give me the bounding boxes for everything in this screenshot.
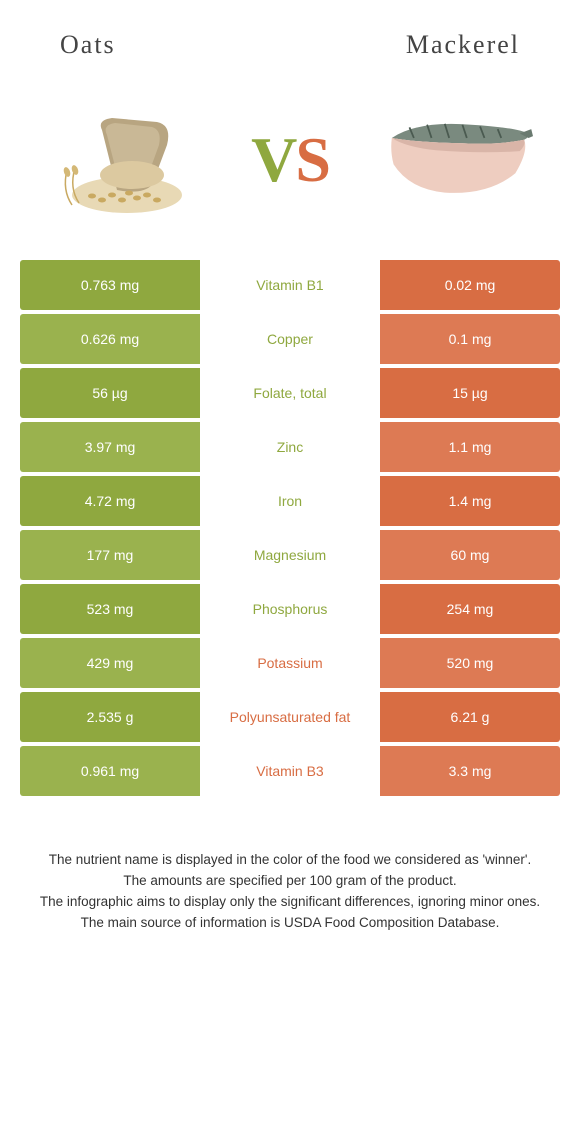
mackerel-image	[383, 100, 533, 220]
left-value: 2.535 g	[20, 692, 200, 742]
table-row: 4.72 mgIron1.4 mg	[20, 476, 560, 526]
nutrient-table: 0.763 mgVitamin B10.02 mg0.626 mgCopper0…	[20, 260, 560, 796]
table-row: 0.626 mgCopper0.1 mg	[20, 314, 560, 364]
footnote: The nutrient name is displayed in the co…	[0, 800, 580, 934]
oats-icon	[47, 100, 197, 220]
footnote-line: The nutrient name is displayed in the co…	[30, 850, 550, 871]
right-value: 6.21 g	[380, 692, 560, 742]
right-value: 15 µg	[380, 368, 560, 418]
left-value: 0.763 mg	[20, 260, 200, 310]
table-row: 523 mgPhosphorus254 mg	[20, 584, 560, 634]
nutrient-name: Potassium	[200, 638, 380, 688]
mackerel-icon	[383, 105, 533, 215]
right-value: 0.1 mg	[380, 314, 560, 364]
nutrient-name: Polyunsaturated fat	[200, 692, 380, 742]
vs-label: VS	[251, 123, 329, 197]
nutrient-name: Phosphorus	[200, 584, 380, 634]
left-value: 0.961 mg	[20, 746, 200, 796]
left-value: 3.97 mg	[20, 422, 200, 472]
left-value: 429 mg	[20, 638, 200, 688]
header: Oats Mackerel	[0, 0, 580, 80]
right-value: 520 mg	[380, 638, 560, 688]
right-value: 60 mg	[380, 530, 560, 580]
nutrient-name: Iron	[200, 476, 380, 526]
vs-v: V	[251, 124, 295, 195]
right-value: 1.4 mg	[380, 476, 560, 526]
oats-image	[47, 100, 197, 220]
left-value: 0.626 mg	[20, 314, 200, 364]
table-row: 3.97 mgZinc1.1 mg	[20, 422, 560, 472]
table-row: 56 µgFolate, total15 µg	[20, 368, 560, 418]
left-value: 56 µg	[20, 368, 200, 418]
nutrient-name: Zinc	[200, 422, 380, 472]
nutrient-name: Copper	[200, 314, 380, 364]
table-row: 2.535 gPolyunsaturated fat6.21 g	[20, 692, 560, 742]
nutrient-name: Folate, total	[200, 368, 380, 418]
left-value: 177 mg	[20, 530, 200, 580]
nutrient-name: Magnesium	[200, 530, 380, 580]
nutrient-name: Vitamin B3	[200, 746, 380, 796]
left-value: 523 mg	[20, 584, 200, 634]
right-food-title: Mackerel	[406, 30, 520, 60]
right-value: 1.1 mg	[380, 422, 560, 472]
nutrient-name: Vitamin B1	[200, 260, 380, 310]
left-value: 4.72 mg	[20, 476, 200, 526]
right-value: 254 mg	[380, 584, 560, 634]
left-food-title: Oats	[60, 30, 116, 60]
footnote-line: The main source of information is USDA F…	[30, 913, 550, 934]
table-row: 177 mgMagnesium60 mg	[20, 530, 560, 580]
table-row: 429 mgPotassium520 mg	[20, 638, 560, 688]
right-value: 3.3 mg	[380, 746, 560, 796]
right-value: 0.02 mg	[380, 260, 560, 310]
vs-s: S	[295, 124, 329, 195]
vs-row: VS	[0, 80, 580, 260]
table-row: 0.961 mgVitamin B33.3 mg	[20, 746, 560, 796]
footnote-line: The amounts are specified per 100 gram o…	[30, 871, 550, 892]
table-row: 0.763 mgVitamin B10.02 mg	[20, 260, 560, 310]
footnote-line: The infographic aims to display only the…	[30, 892, 550, 913]
